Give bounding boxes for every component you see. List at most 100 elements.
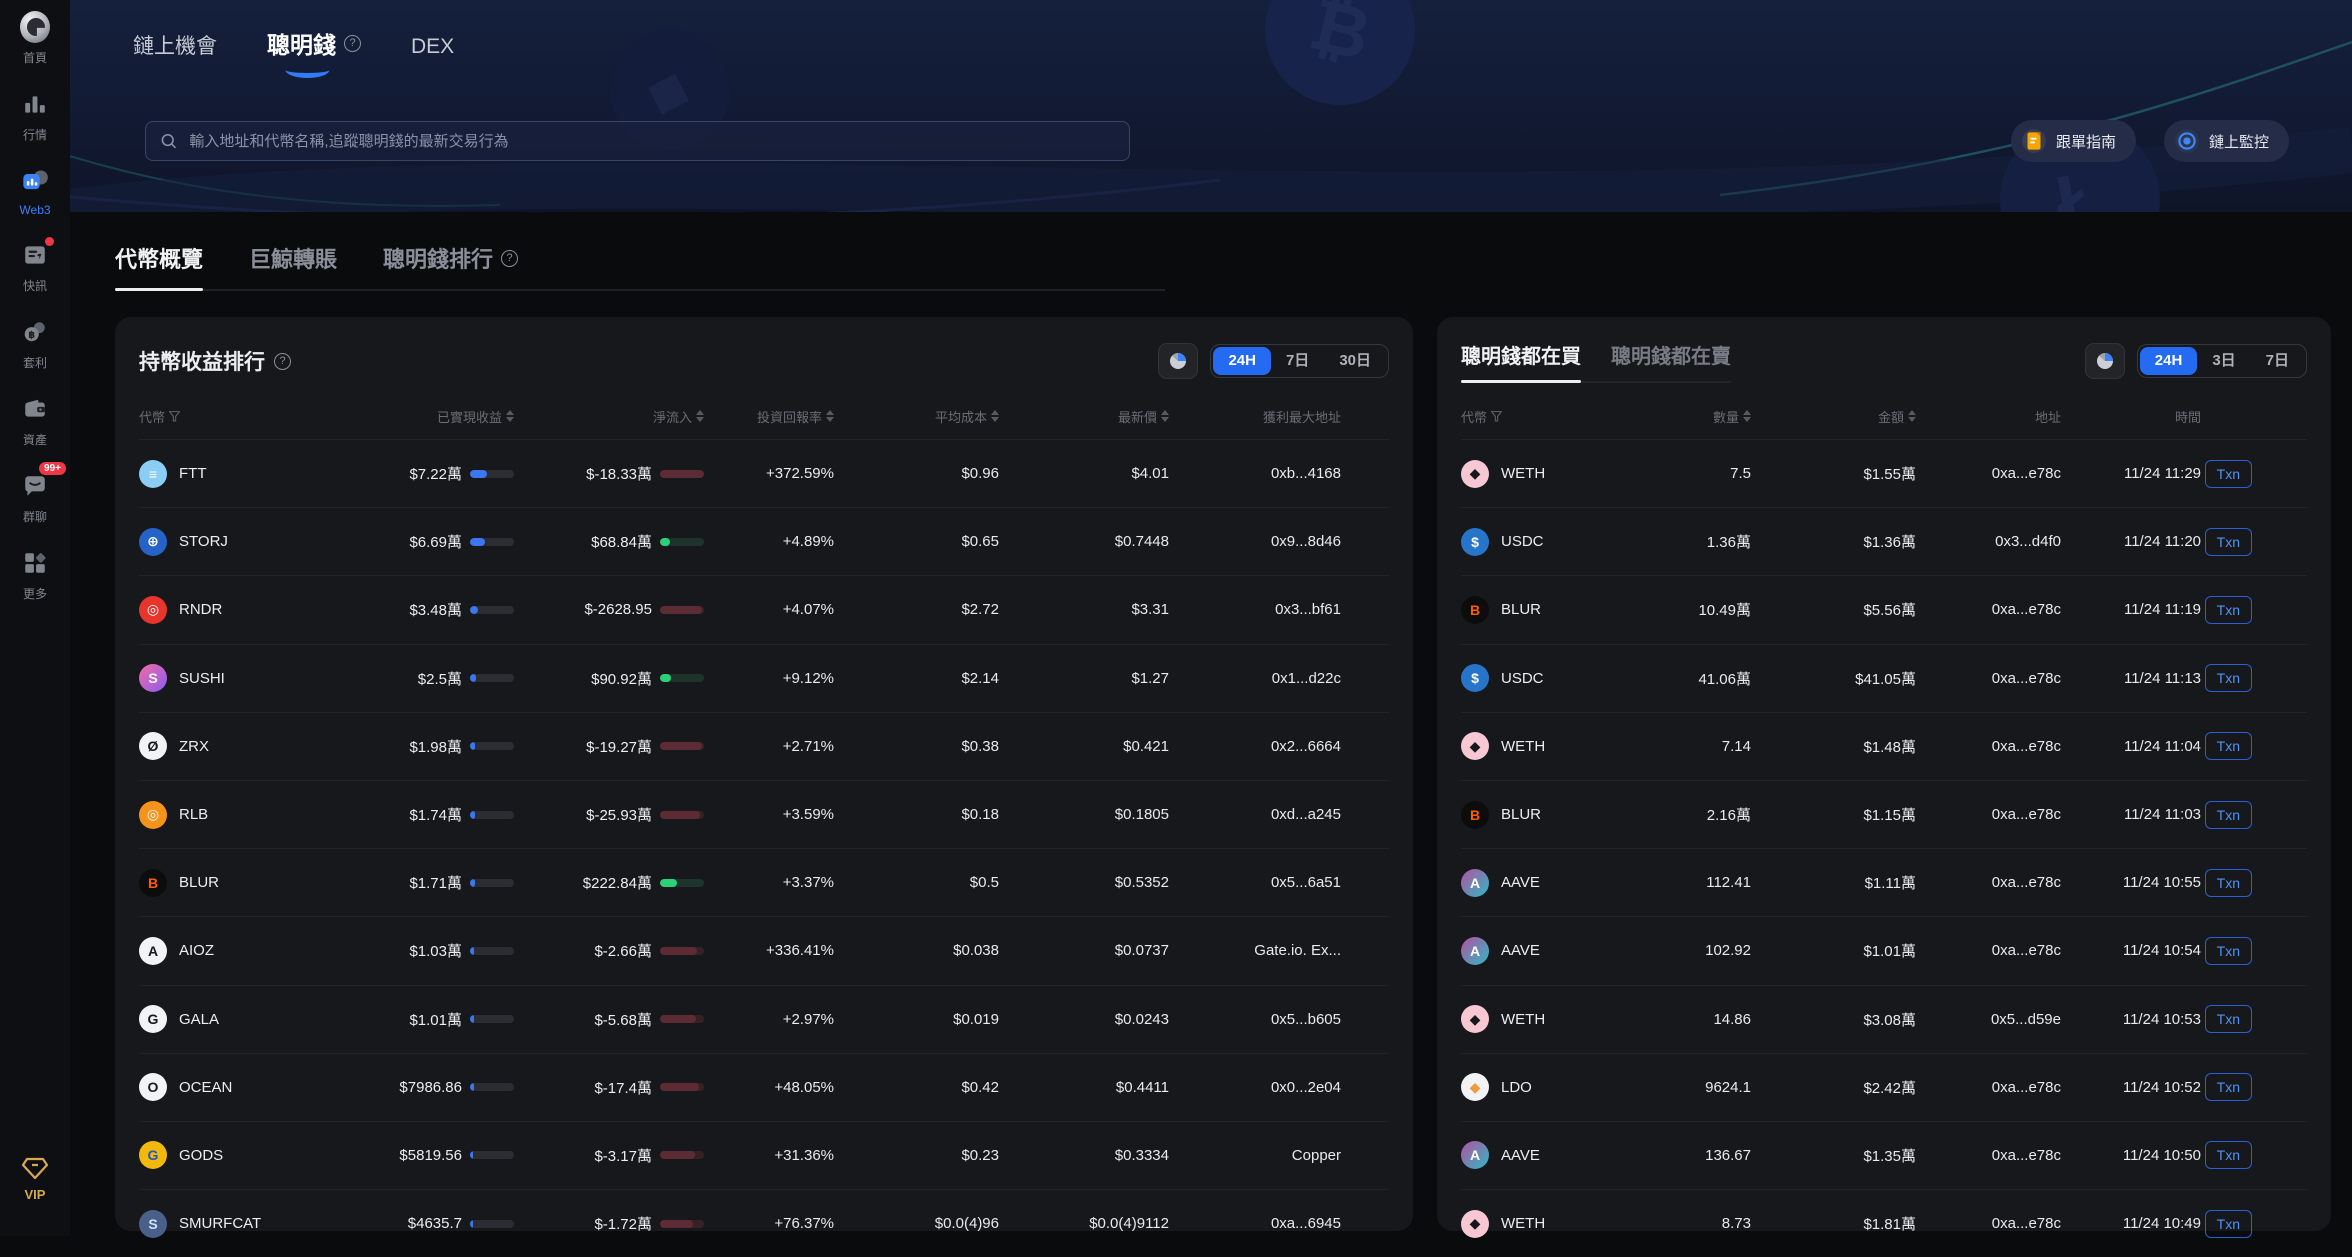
sidebar-item-more[interactable]: 更多: [20, 548, 50, 602]
sidebar-item-vip[interactable]: VIP: [21, 1156, 49, 1202]
txn-button[interactable]: Txn: [2204, 868, 2252, 897]
table-row[interactable]: A AIOZ $1.03萬 $-2.66萬 +336.41% $0.038 $0.0737 G…: [139, 917, 1389, 986]
tab-smart-money-selling[interactable]: 聰明錢都在賣: [1611, 345, 1731, 368]
table-row[interactable]: B BLUR 10.49萬 $5.56萬 0xa...e78c 11/24 11:19 Tx…: [1461, 576, 2307, 645]
table-row[interactable]: ◆ WETH 14.86 $3.08萬 0x5...d59e 11/24 10:53 Txn: [1461, 986, 2307, 1054]
latest-price-value: $0.3334: [1114, 1146, 1169, 1164]
sort-icon[interactable]: [826, 410, 834, 422]
table-row[interactable]: ◆ LDO 9624.1 $2.42萬 0xa...e78c 11/24 10:52 Txn: [1461, 1054, 2307, 1122]
sidebar-item-chat[interactable]: 99+ 群聊: [20, 462, 66, 525]
table-row[interactable]: ◆ WETH 7.5 $1.55萬 0xa...e78c 11/24 11:29 Txn: [1461, 440, 2307, 509]
copy-trading-guide-button[interactable]: 跟單指南: [2010, 120, 2136, 162]
column-header-token[interactable]: 代幣: [139, 407, 349, 426]
sort-icon[interactable]: [1743, 410, 1751, 422]
latest-price-value: $0.1805: [1114, 806, 1169, 824]
table-row[interactable]: ⊕ STORJ $6.69萬 $68.84萬 +4.89% $0.65 $0.7448 0x9…: [139, 508, 1389, 577]
nav-tab-smart-money[interactable]: 聰明錢 ?: [267, 26, 361, 78]
pie-chart-view-button[interactable]: [1158, 343, 1199, 379]
txn-button[interactable]: Txn: [2204, 1141, 2252, 1170]
column-header-realized-profit[interactable]: 已實現收益: [349, 407, 514, 426]
table-row[interactable]: G GODS $5819.56 $-3.17萬 +31.36% $0.23 $0.3334 C…: [139, 1122, 1389, 1191]
table-row[interactable]: ◆ WETH 7.14 $1.48萬 0xa...e78c 11/24 11:04 Txn: [1461, 713, 2307, 781]
table-row[interactable]: ◎ RLB $1.74萬 $-25.93萬 +3.59% $0.18 $0.1805 0xd.…: [139, 781, 1389, 850]
coin-icon: A: [1461, 868, 1489, 897]
table-row[interactable]: $ USDC 1.36萬 $1.36萬 0x3...d4f0 11/24 11:20 Txn: [1461, 508, 2307, 577]
tab-smart-money-ranking[interactable]: 聰明錢排行?: [383, 242, 519, 289]
table-row[interactable]: O OCEAN $7986.86 $-17.4萬 +48.05% $0.42 $0.4411…: [139, 1054, 1389, 1122]
roi-value: +48.05%: [774, 1078, 834, 1096]
table-row[interactable]: ≡ FTT $7.22萬 $-18.33萬 +372.59% $0.96 $4.01 0xb.…: [139, 440, 1389, 509]
help-icon[interactable]: ?: [344, 34, 361, 52]
realized-profit-value: $4635.7: [407, 1215, 462, 1233]
column-header-avg-cost[interactable]: 平均成本: [834, 407, 999, 426]
help-icon[interactable]: ?: [501, 249, 519, 267]
table-row[interactable]: S SMURFCAT $4635.7 $-1.72萬 +76.37% $0.0(4)96 $…: [139, 1190, 1389, 1257]
column-header-quantity[interactable]: 數量: [1631, 407, 1751, 426]
sidebar-item-web3[interactable]: Web3: [19, 166, 51, 217]
txn-button[interactable]: Txn: [2204, 1209, 2252, 1238]
chat-unread-badge: 99+: [39, 462, 66, 475]
token-symbol: WETH: [1501, 1010, 1546, 1028]
table-row[interactable]: B BLUR 2.16萬 $1.15萬 0xa...e78c 11/24 11:03 Txn: [1461, 781, 2307, 850]
sidebar-item-assets[interactable]: 資產: [20, 394, 50, 448]
txn-button[interactable]: Txn: [2204, 595, 2252, 624]
txn-button[interactable]: Txn: [2204, 1073, 2252, 1102]
avg-cost-value: $0.65: [961, 533, 999, 551]
txn-button[interactable]: Txn: [2204, 936, 2252, 965]
column-header-time: 時間: [2174, 409, 2201, 425]
tab-smart-money-buying[interactable]: 聰明錢都在買: [1461, 340, 1581, 383]
txn-button[interactable]: Txn: [2204, 732, 2252, 761]
column-header-roi[interactable]: 投資回報率: [704, 407, 834, 426]
net-inflow-value: $-17.4萬: [594, 1079, 652, 1097]
time-filter-option-1[interactable]: 3日: [2212, 352, 2236, 369]
txn-button[interactable]: Txn: [2204, 1005, 2252, 1034]
avg-cost-value: $0.5: [969, 874, 999, 892]
nav-tab-onchain-opportunities[interactable]: 鏈上機會: [133, 35, 217, 58]
sidebar-item-arbitrage[interactable]: ฿ 套利: [20, 317, 50, 371]
sidebar-item-home[interactable]: 首頁: [20, 11, 50, 66]
filter-icon[interactable]: [1491, 410, 1503, 422]
txn-button[interactable]: Txn: [2204, 664, 2252, 693]
table-row[interactable]: ◎ RNDR $3.48萬 $-2628.95 +4.07% $2.72 $3.31 0x3.…: [139, 576, 1389, 645]
onchain-monitor-button[interactable]: 鏈上監控: [2163, 120, 2289, 162]
filter-icon[interactable]: [169, 410, 181, 422]
time-filter-option-2[interactable]: 7日: [2265, 352, 2289, 369]
time-filter-option-2[interactable]: 30日: [1339, 352, 1371, 369]
roi-value: +9.12%: [782, 669, 834, 687]
sort-icon[interactable]: [1161, 410, 1169, 422]
table-row[interactable]: A AAVE 136.67 $1.35萬 0xa...e78c 11/24 10:50 Tx…: [1461, 1122, 2307, 1191]
sort-icon[interactable]: [991, 410, 999, 422]
column-header-token[interactable]: 代幣: [1461, 407, 1631, 426]
sort-icon[interactable]: [506, 410, 514, 422]
time-filter-option-0[interactable]: 24H: [1213, 347, 1271, 375]
column-header-latest-price[interactable]: 最新價: [999, 407, 1169, 426]
search-bar[interactable]: [145, 121, 1130, 161]
table-row[interactable]: G GALA $1.01萬 $-5.68萬 +2.97% $0.019 $0.0243 0x5…: [139, 986, 1389, 1054]
token-symbol: USDC: [1501, 669, 1544, 687]
nav-tab-dex[interactable]: DEX: [411, 35, 455, 58]
smart-money-table-body: ◆ WETH 7.5 $1.55萬 0xa...e78c 11/24 11:29 Txn $ U…: [1461, 440, 2307, 1257]
search-input[interactable]: [187, 131, 1115, 151]
sidebar-item-markets[interactable]: 行情: [20, 89, 50, 143]
help-icon[interactable]: ?: [274, 352, 291, 370]
table-row[interactable]: ◆ WETH 8.73 $1.81萬 0xa...e78c 11/24 10:49 Txn: [1461, 1190, 2307, 1257]
pie-chart-view-button[interactable]: [2084, 343, 2125, 379]
txn-button[interactable]: Txn: [2204, 459, 2252, 488]
table-row[interactable]: S SUSHI $2.5萬 $90.92萬 +9.12% $2.14 $1.27 0x1...…: [139, 645, 1389, 713]
table-row[interactable]: A AAVE 102.92 $1.01萬 0xa...e78c 11/24 10:54 Tx…: [1461, 917, 2307, 986]
tab-token-overview[interactable]: 代幣概覽: [115, 242, 204, 291]
sort-icon[interactable]: [696, 410, 704, 422]
sidebar-item-news[interactable]: 快訊: [20, 237, 54, 294]
txn-button[interactable]: Txn: [2204, 527, 2252, 556]
column-header-amount[interactable]: 金額: [1751, 407, 1916, 426]
table-row[interactable]: Ø ZRX $1.98萬 $-19.27萬 +2.71% $0.38 $0.421 0x2..…: [139, 713, 1389, 781]
txn-button[interactable]: Txn: [2204, 800, 2252, 829]
table-row[interactable]: A AAVE 112.41 $1.11萬 0xa...e78c 11/24 10:55 Tx…: [1461, 849, 2307, 918]
time-filter-option-1[interactable]: 7日: [1285, 352, 1310, 369]
table-row[interactable]: $ USDC 41.06萬 $41.05萬 0xa...e78c 11/24 11:13 T…: [1461, 645, 2307, 713]
time-filter-option-0[interactable]: 24H: [2139, 347, 2198, 375]
table-row[interactable]: B BLUR $1.71萬 $222.84萬 +3.37% $0.5 $0.5352 0x5.…: [139, 849, 1389, 918]
sort-icon[interactable]: [1908, 410, 1916, 422]
column-header-net-inflow[interactable]: 淨流入: [514, 407, 704, 426]
tab-whale-transfers[interactable]: 巨鯨轉賬: [249, 247, 338, 272]
